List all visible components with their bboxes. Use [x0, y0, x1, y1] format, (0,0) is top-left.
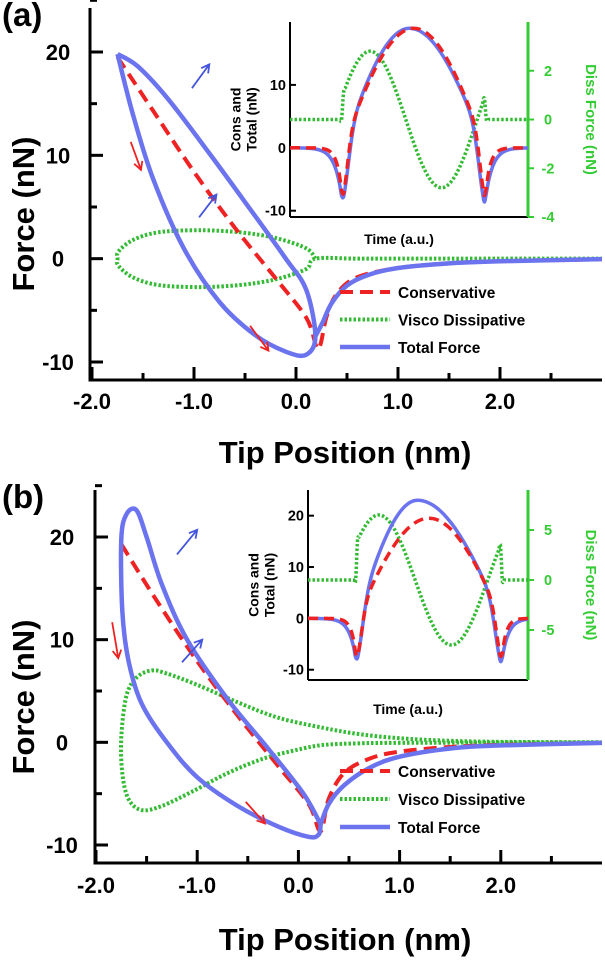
y-tick-label: 20: [50, 525, 74, 550]
inset-left-tick-label: -10: [265, 204, 286, 220]
inset-left-ylabel-line2: Total (nN): [244, 87, 260, 151]
legend-label: Visco Dissipative: [398, 792, 526, 809]
panel-b-ylabel: Force (nN): [6, 620, 41, 775]
x-tick-label: -2.0: [73, 389, 111, 414]
legend-label: Visco Dissipative: [398, 313, 526, 330]
direction-arrow-red: [245, 801, 267, 825]
series-total-force-tail: [313, 256, 603, 338]
inset-right-tick-label: 5: [544, 523, 552, 539]
panel-a-label: (a): [2, 0, 42, 33]
inset-series-total: [289, 26, 529, 204]
x-tick-label: 2.0: [486, 873, 517, 898]
inset-right-tick-label: 2: [544, 64, 552, 80]
inset-series-conservative: [308, 516, 529, 659]
direction-arrow-red: [249, 325, 270, 353]
inset-left-ylabel: Cons andTotal (nN): [246, 553, 278, 617]
direction-arrow-red: [129, 141, 144, 172]
y-tick-label: 0: [56, 730, 68, 755]
series-visco-dissipative: [119, 668, 603, 813]
y-tick-label: 20: [46, 40, 70, 65]
axes-frame: [93, 490, 602, 865]
panel-a-legend: Conservative Visco Dissipative Total Force: [340, 285, 526, 357]
inset-left-tick-label: -10: [283, 663, 304, 679]
inset-left-tick-label: 20: [288, 509, 304, 525]
y-tick-label: 0: [52, 247, 64, 272]
direction-arrow-red: [111, 622, 123, 660]
inset-series-conservative: [290, 26, 529, 198]
inset-right-ylabel: Diss Force (nN): [582, 64, 599, 175]
panel-a-ylabel: Force (nN): [6, 137, 41, 292]
x-tick-label: 0.0: [283, 873, 314, 898]
panel-b-plot-area: -2.0 -1.0 0.0 1.0 2.0 -10 0 10 20: [46, 484, 603, 898]
inset-left-ylabel: Cons andTotal (nN): [228, 87, 260, 151]
direction-arrow-blue: [176, 528, 199, 556]
inset-right-tick-label: -5: [542, 623, 555, 639]
inset-right-ylabel: Diss Force (nN): [582, 530, 599, 641]
direction-arrow-blue: [198, 193, 218, 218]
x-tick-label: -1.0: [175, 389, 213, 414]
legend-label: Total Force: [398, 340, 481, 357]
inset-right-tick-label: -4: [542, 210, 555, 226]
direction-arrow-blue: [181, 638, 204, 663]
legend-label: Conservative: [398, 764, 496, 781]
y-tick-label: 10: [46, 143, 70, 168]
axes-frame: [88, 8, 602, 382]
legend-label: Total Force: [398, 820, 481, 837]
x-tick-label: 0.0: [281, 389, 312, 414]
inset-right-tick-label: 0: [544, 573, 552, 589]
panel-b-legend: Conservative Visco Dissipative Total Force: [340, 764, 526, 837]
inset-left-ylabel-line1: Cons and: [246, 553, 262, 617]
legend-label: Conservative: [398, 285, 496, 302]
x-tick-label: 2.0: [485, 389, 516, 414]
series-total-force: [118, 506, 323, 840]
panel-b-xlabel: Tip Position (nm): [219, 922, 472, 957]
panel-b: (b) -2.0 -1.0 0.0 1.0 2.0 -10 0 10 20 20 10 0 -10 5 0…: [2, 478, 603, 957]
series-total-force-tail: [318, 740, 603, 826]
series-conservative: [119, 543, 603, 834]
inset-series-dissipative: [308, 513, 528, 647]
y-tick-label: -10: [46, 833, 78, 858]
inset-left-ylabel-line1: Cons and: [228, 88, 244, 152]
panel-b-label: (b): [2, 478, 44, 515]
series-total-force: [115, 52, 318, 359]
inset-left-tick-label: 10: [270, 78, 286, 94]
inset-left-tick-label: 10: [288, 560, 304, 576]
inset-xlabel: Time (a.u.): [364, 231, 434, 247]
direction-arrow-blue: [191, 62, 211, 89]
series-visco-dissipative: [115, 228, 602, 290]
panel-a-xlabel: Tip Position (nm): [219, 435, 472, 470]
inset-series-dissipative: [290, 49, 528, 190]
x-tick-label: -1.0: [178, 873, 216, 898]
y-tick-label: -10: [42, 350, 74, 375]
panel-b-inset: 20 10 0 -10 5 0 -5 Time (a.u.) Cons andTotal (nN…: [246, 490, 599, 717]
inset-right-tick-label: 0: [544, 113, 552, 129]
inset-left-tick-label: 0: [296, 611, 304, 627]
inset-left-tick-label: 0: [278, 141, 286, 157]
inset-right-tick-label: -2: [542, 161, 555, 177]
x-tick-label: 1.0: [384, 873, 415, 898]
inset-xlabel: Time (a.u.): [373, 701, 443, 717]
inset-left-ylabel-line2: Total (nN): [262, 553, 278, 617]
x-tick-label: -2.0: [77, 873, 115, 898]
y-tick-label: 10: [50, 628, 74, 653]
x-tick-label: 1.0: [383, 389, 414, 414]
